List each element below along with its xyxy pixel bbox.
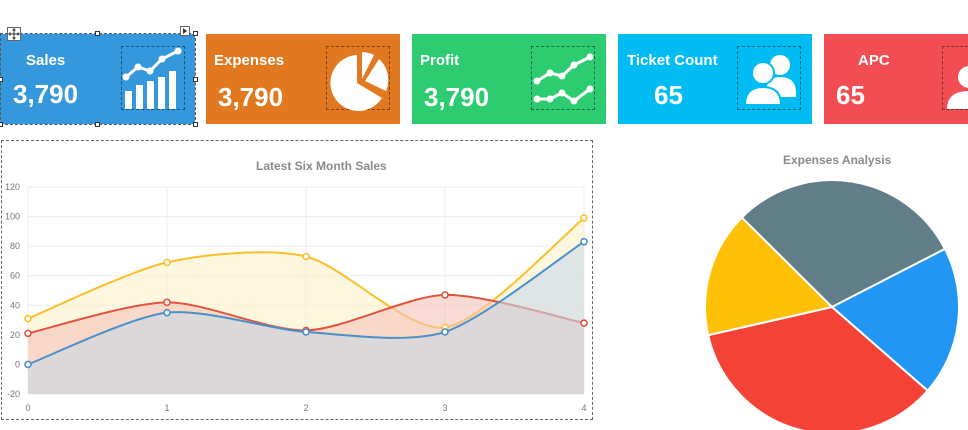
expenses-card[interactable]: Expenses 3,790 <box>206 34 400 124</box>
resize-handle[interactable] <box>0 122 3 127</box>
series-0-point <box>163 258 171 267</box>
apc-value: 65 <box>836 80 865 110</box>
series-2-point <box>580 237 588 246</box>
resize-handle[interactable] <box>193 122 198 127</box>
pie-slice-1 <box>830 247 960 393</box>
series-2-area <box>28 241 584 394</box>
resize-handle[interactable] <box>0 77 3 82</box>
series-0-line <box>27 217 585 329</box>
y-tick-label: -20 <box>7 389 20 399</box>
expenses-chart-title: Expenses Analysis <box>783 153 892 167</box>
expenses-label: Expenses <box>214 52 285 69</box>
ticket-count-value: 65 <box>654 80 683 110</box>
apc-card[interactable]: APC 65 <box>824 34 968 124</box>
series-2-point <box>163 308 171 317</box>
series-0-point <box>580 214 588 222</box>
series-1-point <box>441 291 449 299</box>
move-handle-icon[interactable] <box>7 27 21 41</box>
growth-chart-icon <box>121 46 185 110</box>
sales-value: 3,790 <box>13 79 79 109</box>
x-tick-label: 3 <box>442 403 447 413</box>
ticket-count-card[interactable]: Ticket Count 65 <box>618 34 812 124</box>
series-2-point <box>24 360 32 369</box>
sales-label: Sales <box>26 52 66 69</box>
x-tick-label: 2 <box>303 403 308 413</box>
apc-label: APC <box>858 52 890 69</box>
y-tick-label: 60 <box>10 271 20 281</box>
series-1-point <box>580 319 588 327</box>
expenses-value: 3,790 <box>218 82 284 112</box>
user-icon <box>942 46 968 110</box>
sales-card[interactable]: Sales 3,790 <box>0 34 195 124</box>
series-2-point <box>302 328 310 336</box>
sales-chart-title: Latest Six Month Sales <box>256 159 387 173</box>
resize-handle[interactable] <box>95 31 100 36</box>
y-tick-label: 120 <box>5 182 20 192</box>
y-tick-label: 100 <box>5 212 20 222</box>
series-0-point <box>302 252 310 261</box>
profit-card[interactable]: Profit 3,790 <box>412 34 606 124</box>
series-1-point <box>24 329 32 338</box>
ticket-count-label: Ticket Count <box>627 52 718 69</box>
x-tick-label: 0 <box>25 403 30 413</box>
trend-lines-icon <box>531 46 595 110</box>
resize-handle[interactable] <box>193 77 198 82</box>
y-tick-label: 80 <box>10 241 20 251</box>
series-0-point <box>24 314 32 323</box>
profit-label: Profit <box>420 52 460 69</box>
x-tick-label: 1 <box>164 403 169 413</box>
pie-slice-0 <box>740 179 947 309</box>
y-tick-label: 40 <box>10 300 20 310</box>
profit-value: 3,790 <box>424 82 490 112</box>
resize-handle[interactable] <box>95 122 100 127</box>
users-icon <box>737 46 801 110</box>
y-tick-label: 20 <box>10 330 20 340</box>
y-tick-label: 0 <box>15 359 20 369</box>
expenses-pie-chart <box>704 179 960 430</box>
smart-tag-arrow-icon[interactable] <box>180 26 190 36</box>
pie-chart-icon <box>326 46 390 111</box>
series-1-point <box>163 298 171 307</box>
resize-handle[interactable] <box>193 31 198 36</box>
x-tick-label: 4 <box>581 403 586 413</box>
series-2-point <box>441 328 449 336</box>
sales-line-chart: -20 0 20 40 60 80 100 120 0 1 2 3 4 <box>5 182 588 413</box>
pie-slice-3 <box>704 216 834 337</box>
